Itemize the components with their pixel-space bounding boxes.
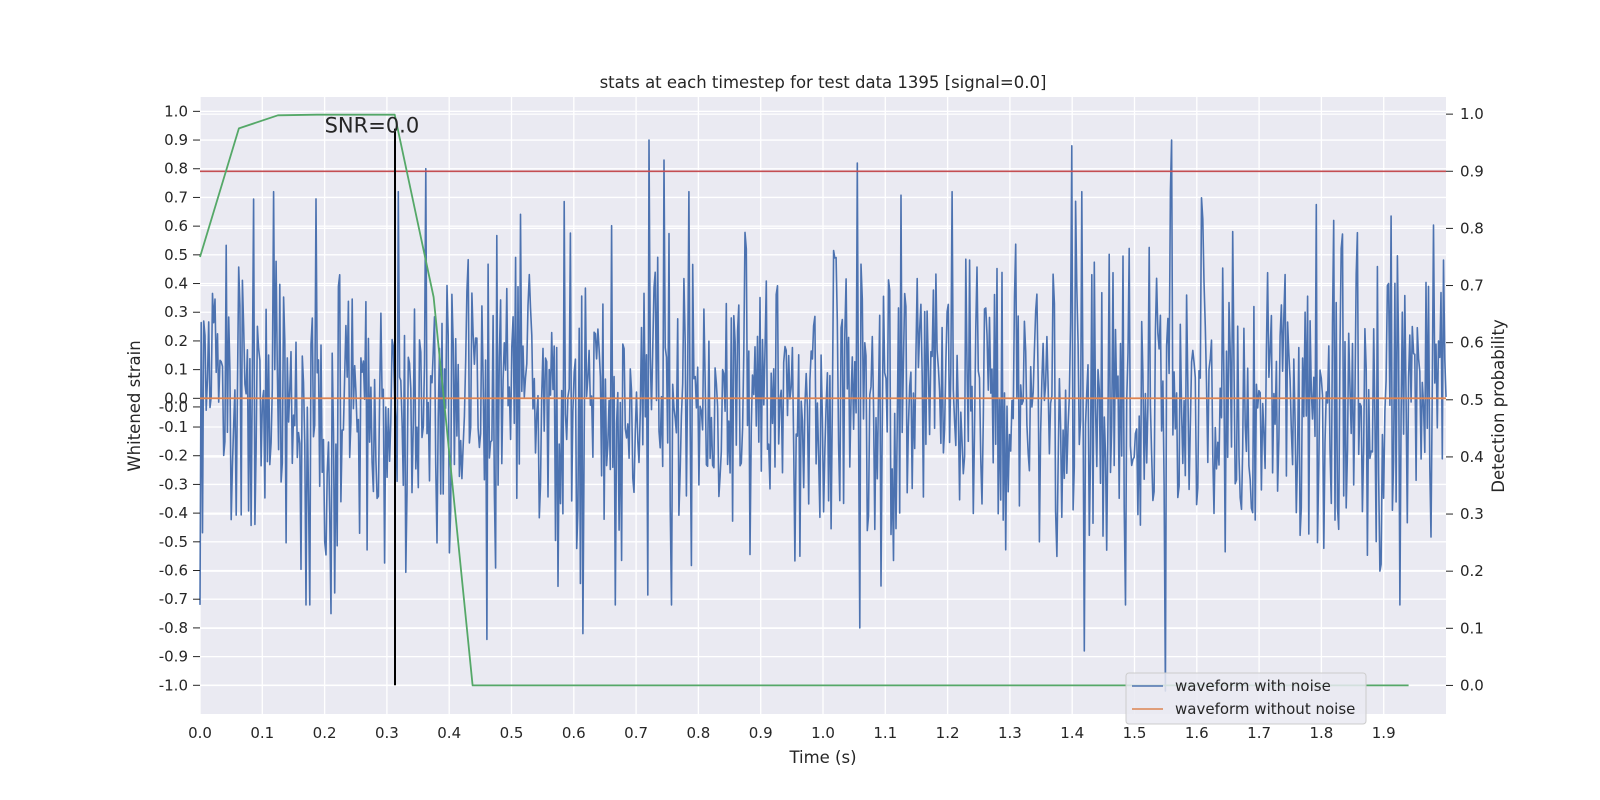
- y-tick-label: -0.9: [159, 648, 188, 666]
- legend-label-waveform-with-noise: waveform with noise: [1175, 677, 1331, 695]
- y-tick-label: 1.0: [164, 102, 188, 120]
- y-tick-label: -0.3: [159, 475, 188, 493]
- x-tick-label: 0.6: [562, 724, 586, 742]
- series-detection-probability: [199, 113, 1409, 687]
- y-tick-label: -0.6: [159, 562, 188, 580]
- x-tick-label: 0.0: [188, 724, 212, 742]
- y-tick-label: 0.9: [164, 131, 188, 149]
- x-tick-label: 1.6: [1185, 724, 1209, 742]
- x-tick-label: 0.3: [375, 724, 399, 742]
- y-tick-label: 0.6: [164, 217, 188, 235]
- x-tick-label: 0.5: [500, 724, 524, 742]
- x-axis-title: Time (s): [788, 748, 856, 767]
- x-tick-label: 1.3: [998, 724, 1022, 742]
- y2-tick-label: 0.7: [1460, 277, 1484, 295]
- grid-lines: [199, 97, 1446, 714]
- x-tick-label: 1.1: [873, 724, 897, 742]
- y-tick-label: -0.5: [159, 533, 188, 551]
- x-tick-label: 1.2: [936, 724, 960, 742]
- y-tick-label: -1.0: [159, 676, 188, 694]
- y-tick-label: 0.4: [164, 275, 188, 293]
- y2-tick-label: 0.4: [1460, 448, 1484, 466]
- y-axis-title: Whitened strain: [125, 340, 144, 471]
- y2-tick-label: 0.8: [1460, 219, 1484, 237]
- y-tick-label: 0.1: [164, 361, 188, 379]
- y2-tick-label: 0.6: [1460, 334, 1484, 352]
- x-tick-label: 1.0: [811, 724, 835, 742]
- y-tick-label: -0.0: [159, 398, 188, 416]
- y-tick-label: -0.1: [159, 418, 188, 436]
- tick-labels: 0.0 0.1 0.2 0.3 0.4 0.5 0.6 0.7 0.8 0.9 1.0 1.1 1.2 1…: [159, 102, 1484, 742]
- series-layer: [199, 113, 1447, 692]
- x-tick-label: 0.4: [437, 724, 461, 742]
- x-tick-label: 1.5: [1123, 724, 1147, 742]
- y-tick-label: 0.5: [164, 246, 188, 264]
- x-tick-label: 1.9: [1372, 724, 1396, 742]
- y-tick-label: 0.7: [164, 188, 188, 206]
- x-tick-label: 0.8: [686, 724, 710, 742]
- legend: waveform with noise waveform without noi…: [1125, 672, 1367, 725]
- legend-label-waveform-without-noise: waveform without noise: [1175, 700, 1355, 718]
- y-tick-label: -0.2: [159, 447, 188, 465]
- x-tick-label: 1.7: [1247, 724, 1271, 742]
- y2-tick-label: 0.3: [1460, 505, 1484, 523]
- y2-tick-label: 0.1: [1460, 619, 1484, 637]
- y-tick-label: 0.2: [164, 332, 188, 350]
- y2-tick-label: 0.5: [1460, 391, 1484, 409]
- y-tick-label: -0.7: [159, 590, 188, 608]
- y2-axis-title: Detection probability: [1489, 319, 1508, 493]
- x-tick-label: 0.2: [313, 724, 337, 742]
- series-waveform-with-noise: [199, 139, 1447, 692]
- chart-title: stats at each timestep for test data 139…: [600, 73, 1047, 92]
- y2-tick-label: 0.0: [1460, 676, 1484, 694]
- x-tick-label: 1.8: [1309, 724, 1333, 742]
- y-tick-label: -0.8: [159, 619, 188, 637]
- x-tick-label: 0.9: [749, 724, 773, 742]
- x-tick-label: 1.4: [1060, 724, 1084, 742]
- snr-annotation: SNR=0.0: [325, 114, 420, 138]
- y2-tick-label: 1.0: [1460, 105, 1484, 123]
- x-tick-label: 0.1: [250, 724, 274, 742]
- y-tick-label: 0.8: [164, 160, 188, 178]
- legend-box: [1125, 672, 1367, 725]
- y-tick-label: 0.0: [164, 389, 188, 407]
- y2-tick-label: 0.2: [1460, 562, 1484, 580]
- x-tick-label: 0.7: [624, 724, 648, 742]
- y-tick-label: -0.4: [159, 504, 188, 522]
- y-tick-label: 0.3: [164, 303, 188, 321]
- y2-tick-label: 0.9: [1460, 162, 1484, 180]
